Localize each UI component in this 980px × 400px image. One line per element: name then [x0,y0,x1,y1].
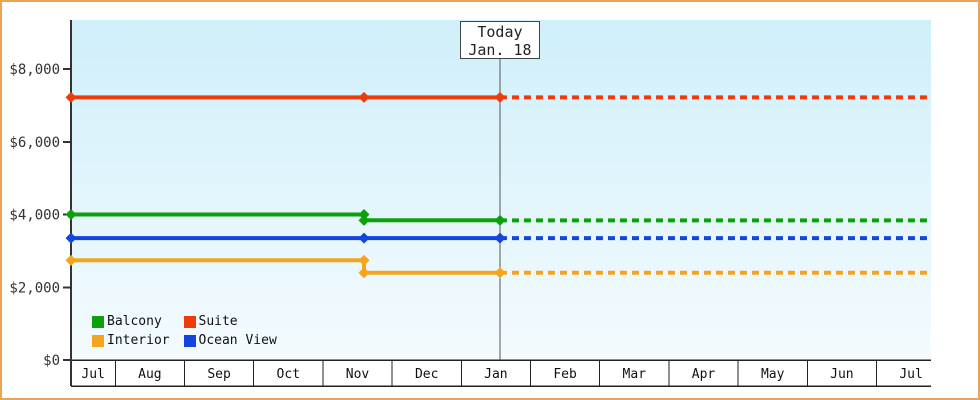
month-label: Jun [830,367,853,382]
month-label: Sep [207,367,231,382]
series-suite [65,91,931,103]
price-marker-interior [494,267,506,279]
y-tick-label: $4,000 [9,208,60,224]
price-marker-balcony [65,209,77,220]
legend-item-balcony: Balcony [92,312,184,331]
month-label: Dec [415,367,438,382]
month-label: Jul [81,367,104,382]
month-label: Jan [484,367,507,382]
legend-swatch-oceanview [183,334,196,347]
legend-label-balcony: Balcony [107,314,162,329]
today-flag-date: Jan. 18 [468,41,532,59]
price-marker-suite [494,91,506,103]
month-label: May [761,367,785,382]
legend-swatch-interior [92,334,104,347]
legend-item-interior: Interior [92,331,184,350]
legend-swatch-balcony [92,315,104,328]
price-marker-ocean-view [65,232,77,244]
price-marker-interior [358,267,370,279]
price-marker-suite [65,91,77,103]
month-label: Mar [623,367,647,382]
price-marker-ocean-view [494,232,506,244]
month-label: Apr [692,367,716,382]
price-marker-balcony [358,209,370,220]
month-label: Aug [138,367,161,382]
price-marker-ocean-view [358,232,370,244]
month-label: Nov [346,367,370,382]
price-marker-suite [358,91,370,103]
price-marker-interior [65,254,77,266]
legend-label-oceanview: Ocean View [198,333,277,348]
today-flag: Today Jan. 18 [459,21,540,59]
x-axis: Jul Aug Sep Oct Nov Dec Jan Feb Mar Apr May Jun Jul [70,359,931,387]
month-label: Jul [899,367,922,382]
price-marker-balcony [358,214,370,226]
legend-swatch-suite [183,315,196,328]
series-interior [65,254,931,279]
legend-label-suite: Suite [198,314,238,329]
y-tick-label: $8,000 [9,62,60,78]
month-label: Feb [553,367,577,382]
series-line-interior [71,258,500,275]
y-tick-label: $2,000 [9,280,60,296]
legend-item-oceanview: Ocean View [183,331,277,350]
legend-item-suite: Suite [183,312,277,331]
price-marker-interior [358,254,370,266]
month-label: Oct [277,367,300,382]
y-tick-label: $0 [43,353,60,369]
series-ocean-view [65,232,931,244]
y-axis: $0 $2,000 $4,000 $6,000 $8,000 [9,20,72,386]
price-marker-balcony [494,214,506,226]
legend-label-interior: Interior [107,333,170,348]
legend: Balcony Suite Interior Ocean View [92,312,277,350]
plot-area [71,20,931,360]
y-tick-label: $6,000 [9,135,60,151]
series-balcony [65,209,931,226]
today-flag-title: Today [477,23,523,41]
